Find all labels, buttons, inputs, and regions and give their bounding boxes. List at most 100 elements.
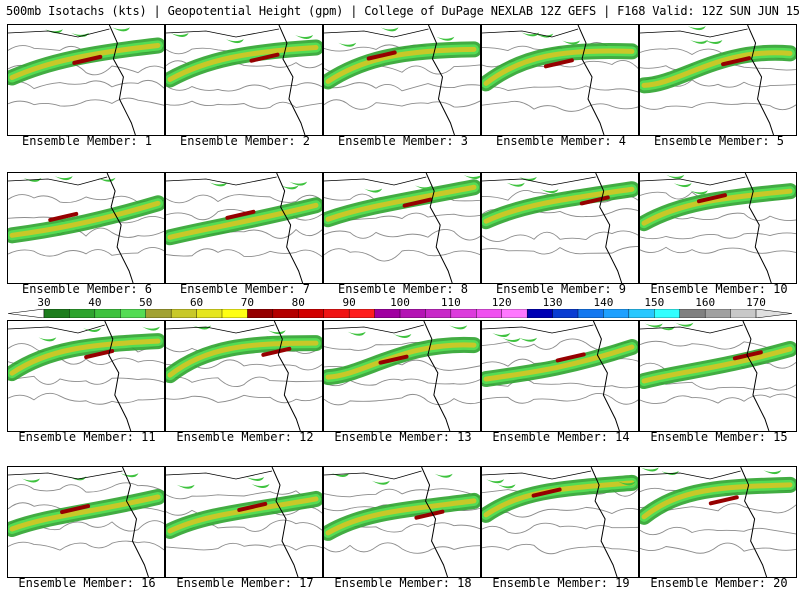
colorbar-left-arrow bbox=[8, 309, 45, 318]
ensemble-panel-2[interactable] bbox=[165, 24, 323, 136]
height-contour bbox=[640, 246, 796, 254]
colorbar-tick-label: 140 bbox=[593, 296, 614, 309]
height-contour bbox=[482, 392, 638, 405]
height-contour bbox=[8, 97, 164, 107]
isotach-band-70 bbox=[167, 202, 319, 240]
isotach-patch bbox=[112, 27, 131, 32]
member-label-16: Ensemble Member: 16 bbox=[18, 576, 156, 590]
map-graphic bbox=[8, 25, 164, 135]
height-contour bbox=[482, 246, 638, 255]
panel-row-1: Ensemble Member: 1 Ensemble Member: 2 En… bbox=[7, 24, 797, 164]
height-contour bbox=[324, 248, 480, 262]
colorbar-tick-label: 170 bbox=[746, 296, 766, 309]
isotach-band-70 bbox=[9, 200, 161, 238]
ensemble-panel-3[interactable] bbox=[323, 24, 481, 136]
isotach-band-70 bbox=[325, 184, 477, 222]
isotach-patch bbox=[414, 185, 433, 190]
colorbar-tick-label: 30 bbox=[37, 296, 51, 309]
ensemble-panel-16[interactable] bbox=[7, 466, 165, 578]
ensemble-panel-17[interactable] bbox=[165, 466, 323, 578]
panel-row-3: Ensemble Member: 11 Ensemble Member: 12 … bbox=[7, 320, 797, 460]
isotach-band-70 bbox=[483, 344, 635, 382]
coastline bbox=[744, 173, 772, 283]
coastline-north bbox=[482, 470, 592, 480]
coastline bbox=[423, 321, 451, 431]
height-contour bbox=[640, 381, 796, 391]
coastline-north bbox=[324, 28, 429, 38]
ensemble-panel-1[interactable] bbox=[7, 24, 165, 136]
member-label-20: Ensemble Member: 20 bbox=[650, 576, 788, 590]
colorbar-tick-label: 120 bbox=[491, 296, 512, 309]
isotach-patch bbox=[666, 174, 685, 179]
ensemble-panel-6[interactable] bbox=[7, 172, 165, 284]
ensemble-panel-20[interactable] bbox=[639, 466, 797, 578]
colorbar-tick-label: 40 bbox=[88, 296, 102, 309]
isotach-band-70 bbox=[483, 48, 635, 86]
isotach-patch bbox=[331, 473, 350, 478]
ensemble-panel-10[interactable] bbox=[639, 172, 797, 284]
height-contour bbox=[482, 506, 638, 518]
isotach-core bbox=[732, 350, 763, 361]
coastline bbox=[425, 173, 453, 283]
isotach-patch bbox=[97, 177, 116, 182]
map-title: 500mb Isotachs (kts) | Geopotential Heig… bbox=[6, 4, 800, 18]
map-graphic bbox=[640, 321, 796, 431]
isotach-patch bbox=[521, 32, 540, 37]
isotach-patch bbox=[644, 323, 663, 328]
ensemble-panel-9[interactable] bbox=[481, 172, 639, 284]
colorbar-swatch bbox=[374, 309, 401, 318]
isotach-patch bbox=[518, 176, 537, 181]
coastline bbox=[108, 25, 136, 135]
coastline-north bbox=[482, 176, 596, 186]
colorbar-scale bbox=[8, 309, 792, 318]
colorbar-tick-label: 110 bbox=[440, 296, 461, 309]
isotach-band-70 bbox=[641, 50, 793, 88]
isotach-patch bbox=[497, 484, 516, 489]
colorbar-swatch bbox=[704, 309, 732, 318]
ensemble-panel-7[interactable] bbox=[165, 172, 323, 284]
member-label-2: Ensemble Member: 2 bbox=[179, 134, 311, 148]
coastline bbox=[577, 25, 605, 135]
isotach-patch bbox=[704, 40, 723, 45]
isotach-patch bbox=[209, 182, 228, 187]
isotach-core bbox=[366, 50, 397, 61]
colorbar-swatch bbox=[94, 309, 121, 318]
height-contour bbox=[482, 522, 638, 534]
colorbar-swatch bbox=[323, 309, 350, 318]
colorbar-tick-label: 80 bbox=[291, 296, 305, 309]
member-label-4: Ensemble Member: 4 bbox=[495, 134, 627, 148]
isotach-patch bbox=[347, 331, 366, 336]
isotach-patch bbox=[506, 182, 525, 187]
isotach-patch bbox=[280, 185, 299, 190]
isotach-band-70 bbox=[641, 482, 793, 520]
ensemble-panel-19[interactable] bbox=[481, 466, 639, 578]
height-contour bbox=[8, 247, 164, 257]
colorbar-swatch bbox=[170, 309, 198, 318]
coastline-north bbox=[166, 176, 277, 186]
map-graphic bbox=[482, 321, 638, 431]
member-label-6: Ensemble Member: 6 bbox=[21, 282, 153, 296]
isotach-patch bbox=[225, 39, 244, 44]
ensemble-panel-14[interactable] bbox=[481, 320, 639, 432]
isotach-patch bbox=[449, 325, 468, 330]
ensemble-panel-4[interactable] bbox=[481, 24, 639, 136]
isotach-patch bbox=[502, 338, 521, 343]
isotach-band-70 bbox=[641, 188, 793, 226]
member-label-11: Ensemble Member: 11 bbox=[18, 430, 156, 444]
ensemble-panel-11[interactable] bbox=[7, 320, 165, 432]
isotach-core bbox=[696, 193, 727, 204]
isotach-patch bbox=[673, 183, 692, 188]
isotach-band-70 bbox=[9, 338, 161, 376]
isotach-colorbar: 30 40 50 60 70 80 90 100 110 120 130 140 150 160 170 bbox=[8, 296, 792, 320]
ensemble-panel-5[interactable] bbox=[639, 24, 797, 136]
ensemble-panel-18[interactable] bbox=[323, 466, 481, 578]
ensemble-panel-8[interactable] bbox=[323, 172, 481, 284]
member-label-18: Ensemble Member: 18 bbox=[334, 576, 472, 590]
colorbar-swatch bbox=[145, 309, 172, 318]
ensemble-panel-13[interactable] bbox=[323, 320, 481, 432]
isotach-patch bbox=[519, 337, 538, 342]
isotach-patch bbox=[486, 479, 505, 484]
ensemble-panel-12[interactable] bbox=[165, 320, 323, 432]
ensemble-panel-15[interactable] bbox=[639, 320, 797, 432]
coastline bbox=[276, 173, 304, 283]
